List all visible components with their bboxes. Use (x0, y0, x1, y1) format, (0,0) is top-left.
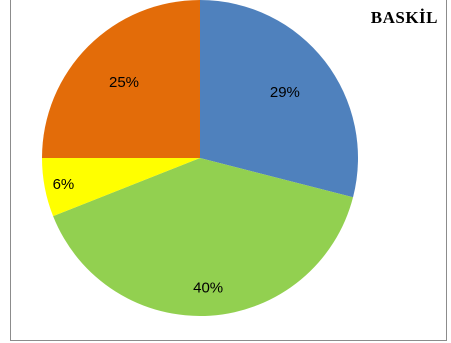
slice-label-6pct: 6% (53, 176, 75, 193)
pie-slice-29pct (200, 0, 358, 198)
slice-label-40pct: 40% (193, 279, 223, 296)
pie-slice-6pct (42, 158, 200, 217)
slice-label-25pct: 25% (109, 74, 139, 91)
pie-slice-25pct (42, 0, 200, 158)
pie-slice-40pct (53, 158, 354, 316)
chart-title: BASKİL (370, 8, 438, 27)
slice-label-29pct: 29% (270, 84, 300, 101)
